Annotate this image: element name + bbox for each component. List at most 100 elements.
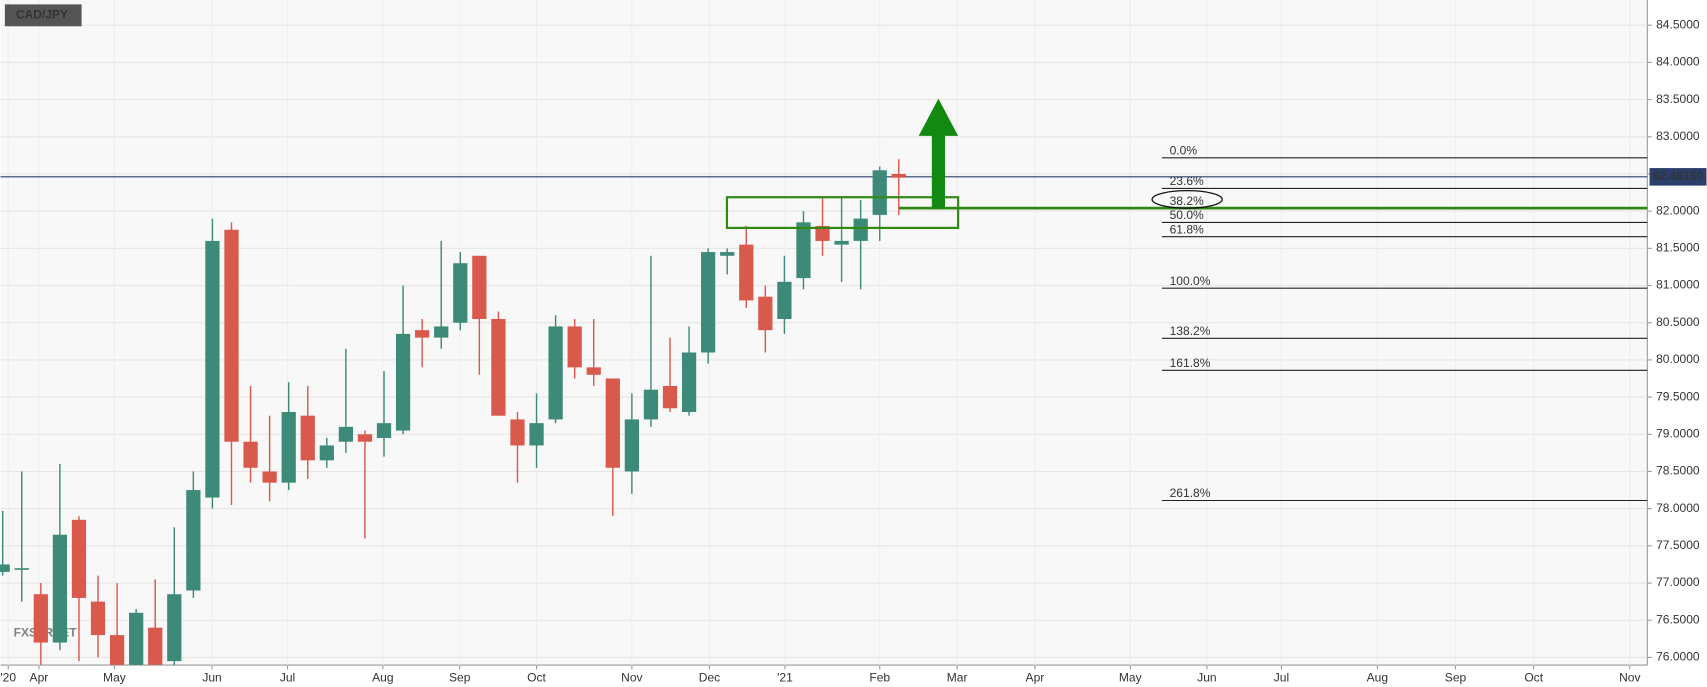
candle-body: [758, 296, 773, 331]
fib-label: 23.6%: [1170, 174, 1204, 188]
candle-body: [167, 594, 182, 662]
x-tick-label: May: [1119, 670, 1142, 684]
candle-body: [148, 627, 163, 665]
candle-body: [243, 441, 258, 468]
y-tick-label: 79.5000: [1656, 389, 1700, 403]
x-tick-label: Aug: [372, 670, 393, 684]
x-tick-label: Jun: [1197, 670, 1216, 684]
y-tick-label: 78.5000: [1656, 464, 1700, 478]
x-tick-label: Oct: [527, 670, 546, 684]
fib-label: 100.0%: [1170, 274, 1211, 288]
candle-body: [853, 218, 868, 241]
candle-body: [605, 378, 620, 468]
candle-body: [52, 534, 68, 643]
candle-body: [701, 252, 716, 353]
y-tick-label: 83.0000: [1656, 129, 1700, 143]
fib-label: 50.0%: [1170, 208, 1204, 222]
fib-label: 61.8%: [1170, 222, 1204, 236]
chart-title: CAD/JPY: [16, 8, 68, 22]
candle-body: [815, 226, 830, 241]
candle-body: [796, 222, 811, 279]
candle-body: [300, 415, 315, 461]
candle-body: [14, 568, 29, 570]
fib-label: 261.8%: [1170, 486, 1211, 500]
y-tick-label: 81.0000: [1656, 278, 1700, 292]
x-tick-label: Mar: [947, 670, 968, 684]
candle-body: [33, 594, 48, 643]
candle-body: [415, 330, 430, 338]
y-tick-label: 77.0000: [1656, 575, 1700, 589]
candle-body: [891, 173, 906, 178]
candle-body: [510, 419, 525, 446]
candle-body: [224, 229, 239, 442]
last-price-box: [1649, 168, 1707, 186]
candle-body: [262, 471, 277, 483]
x-tick-label: Jun: [202, 670, 221, 684]
candle-body: [0, 564, 10, 572]
x-tick-label: Apr: [30, 670, 49, 684]
candle-body: [109, 635, 125, 665]
fib-label: 161.8%: [1170, 356, 1211, 370]
candle-body: [662, 385, 678, 409]
x-tick-label: Nov: [621, 670, 642, 684]
candle-body: [472, 255, 487, 320]
candle-body: [586, 367, 601, 375]
candle-body: [624, 419, 639, 472]
candle-body: [872, 170, 887, 215]
candle-body: [357, 434, 373, 442]
last-price-label: 82.46150: [1653, 169, 1704, 183]
y-tick-label: 76.0000: [1656, 650, 1700, 664]
fib-label: 0.0%: [1170, 143, 1198, 157]
x-tick-label: May: [103, 670, 126, 684]
y-tick-label: 80.0000: [1656, 352, 1700, 366]
x-tick-label: Jul: [1274, 670, 1289, 684]
candle-body: [71, 519, 87, 598]
x-tick-label: '21: [777, 670, 793, 684]
x-tick-label: Feb: [869, 670, 890, 684]
support-zone: [725, 196, 960, 230]
y-axis-area: [1647, 0, 1707, 687]
x-tick-label: Aug: [1367, 670, 1388, 684]
y-tick-label: 84.5000: [1656, 17, 1700, 31]
x-tick-label: '20: [0, 670, 16, 684]
y-tick-label: 84.0000: [1656, 55, 1700, 69]
candle-body: [319, 445, 334, 461]
title-box: [4, 4, 82, 27]
candle-body: [453, 263, 468, 323]
candle-body: [529, 423, 544, 446]
fib-label: 38.2%: [1170, 194, 1204, 208]
highlight-ellipse: [1151, 189, 1223, 209]
y-tick-label: 81.5000: [1656, 241, 1700, 255]
candle-body: [777, 281, 792, 320]
candle-body: [90, 601, 106, 636]
candle-body: [281, 411, 296, 483]
candle-body: [205, 240, 220, 498]
candle-body: [681, 352, 697, 412]
x-tick-label: Apr: [1026, 670, 1045, 684]
candle-body: [395, 333, 411, 431]
x-tick-label: Sep: [449, 670, 471, 684]
x-tick-label: Jul: [280, 670, 295, 684]
x-tick-label: Oct: [1524, 670, 1543, 684]
candle-body: [567, 326, 582, 368]
plot-area: [0, 0, 1648, 666]
x-tick-label: Sep: [1445, 670, 1467, 684]
candle-body: [720, 252, 735, 256]
candle-body: [338, 426, 354, 442]
fib-label: 138.2%: [1170, 324, 1211, 338]
y-tick-label: 78.0000: [1656, 501, 1700, 515]
up-arrow: [918, 98, 959, 209]
x-tick-label: Dec: [699, 670, 720, 684]
x-tick-label: Nov: [1619, 670, 1640, 684]
y-tick-label: 80.5000: [1656, 315, 1700, 329]
candle-body: [548, 326, 563, 420]
y-tick-label: 83.5000: [1656, 92, 1700, 106]
candle-body: [434, 326, 449, 338]
candle-body: [643, 389, 659, 420]
y-tick-label: 77.5000: [1656, 538, 1700, 552]
candle-body: [129, 612, 144, 665]
y-tick-label: 82.0000: [1656, 203, 1700, 217]
